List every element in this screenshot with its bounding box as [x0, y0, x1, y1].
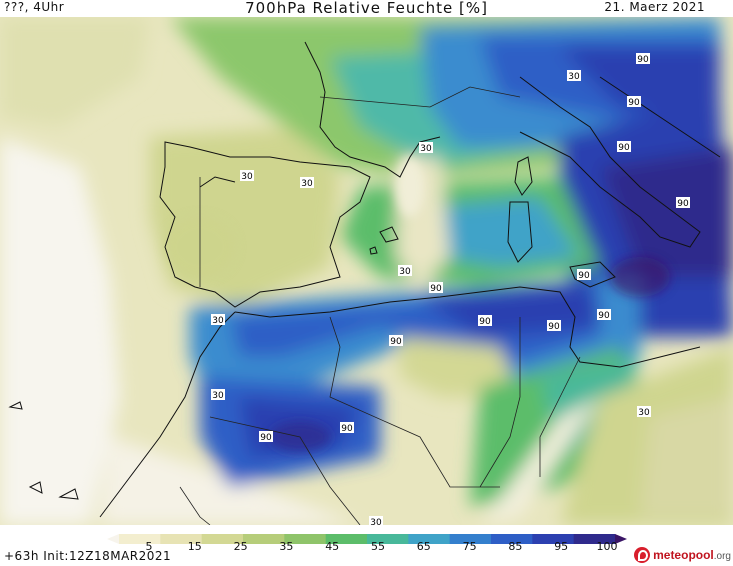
contour-label-90-adriatic: 90 — [617, 141, 631, 153]
contour-label-90-algeria-east: 90 — [547, 320, 561, 332]
contour-label-30-iberia-north: 30 — [240, 170, 254, 182]
scale-tick-label: 75 — [462, 540, 477, 553]
scale-tick-label: 55 — [371, 540, 385, 553]
color-scale-labels: 5 15 25 35 45 55 65 75 85 95 100 — [107, 540, 627, 554]
contour-label-90-algeria-north: 90 — [429, 282, 443, 294]
scale-tick-label: 95 — [554, 540, 569, 553]
scale-swatch — [243, 534, 285, 544]
svg-text:30: 30 — [241, 172, 253, 182]
svg-text:30: 30 — [212, 316, 224, 326]
contour-label-30-sahara: 30 — [369, 516, 383, 525]
logo-text: meteopool.org — [653, 548, 731, 562]
scale-tip-low — [107, 534, 119, 544]
scale-tick-label: 65 — [416, 540, 431, 553]
scale-tick-label: 85 — [508, 540, 523, 553]
svg-text:30: 30 — [370, 518, 382, 525]
contour-label-30-alps: 30 — [567, 70, 581, 82]
scale-swatch — [449, 534, 492, 544]
scale-tick-label: 15 — [187, 540, 202, 553]
scale-swatch — [573, 534, 616, 544]
svg-text:90: 90 — [628, 98, 640, 108]
contour-label-90-sahara-east: 90 — [340, 422, 354, 434]
svg-text:90: 90 — [598, 311, 610, 321]
svg-text:90: 90 — [341, 424, 353, 434]
svg-text:30: 30 — [399, 267, 411, 277]
map-title: 700hPa Relative Feuchte [%] — [245, 0, 488, 17]
scale-swatch — [491, 534, 533, 544]
scale-swatch — [532, 534, 575, 544]
contour-label-90-tunisia: 90 — [597, 309, 611, 321]
svg-text:90: 90 — [618, 143, 630, 153]
contour-label-90-sahara-west: 90 — [259, 431, 273, 443]
contour-label-90-algeria-west: 90 — [478, 315, 492, 327]
forecast-init-label: +63h Init:12Z18MAR2021 — [4, 549, 172, 563]
color-scale-bar — [107, 529, 627, 544]
scale-swatch — [160, 534, 203, 544]
contour-label-90-atlas: 90 — [389, 335, 403, 347]
contour-label-30-morocco: 30 — [211, 389, 225, 401]
header-left-label: ???, 4Uhr — [4, 0, 65, 14]
scale-tick-label: 25 — [233, 540, 248, 553]
contour-label-90-sicily: 90 — [577, 269, 591, 281]
humidity-map[interactable]: 30 30 30 30 30 30 30 30 30 90 90 90 90 9… — [0, 17, 733, 525]
scale-tick-label: 5 — [145, 540, 153, 553]
svg-text:90: 90 — [637, 55, 649, 65]
contour-label-30-libya: 30 — [637, 406, 651, 418]
scale-swatch — [325, 534, 368, 544]
borders — [179, 86, 581, 525]
svg-text:90: 90 — [260, 433, 272, 443]
scale-swatch — [408, 534, 451, 544]
scale-swatch — [367, 534, 409, 544]
scale-tip-high — [615, 534, 627, 544]
valid-date: 21. Maerz 2021 — [604, 0, 705, 14]
scale-swatch — [284, 534, 327, 544]
svg-text:90: 90 — [479, 317, 491, 327]
contour-label-90-ionian: 90 — [676, 197, 690, 209]
contour-label-30-gibraltar: 30 — [211, 314, 225, 326]
svg-text:30: 30 — [212, 391, 224, 401]
scale-swatch — [119, 534, 161, 544]
svg-text:30: 30 — [420, 144, 432, 154]
svg-text:90: 90 — [430, 284, 442, 294]
svg-text:30: 30 — [638, 408, 650, 418]
logo-pin-icon — [634, 547, 651, 563]
contour-label-30-balearic: 30 — [398, 265, 412, 277]
svg-text:90: 90 — [677, 199, 689, 209]
scale-tick-label: 100 — [596, 540, 618, 553]
scale-swatch — [201, 534, 244, 544]
contour-label-30-iberia-center: 30 — [300, 177, 314, 189]
contour-label-90-italy: 90 — [627, 96, 641, 108]
contour-labels: 30 30 30 30 30 30 30 30 30 90 90 90 90 9… — [211, 53, 690, 525]
contour-label-30-corsica: 30 — [419, 142, 433, 154]
contour-label-90-alps: 90 — [636, 53, 650, 65]
svg-text:90: 90 — [578, 271, 590, 281]
scale-tick-label: 35 — [279, 540, 294, 553]
meteopool-logo[interactable]: meteopool.org — [634, 545, 731, 565]
coastlines — [8, 41, 721, 518]
svg-text:90: 90 — [548, 322, 560, 332]
svg-text:30: 30 — [301, 179, 313, 189]
svg-text:90: 90 — [390, 337, 402, 347]
svg-text:30: 30 — [568, 72, 580, 82]
scale-tick-label: 45 — [325, 540, 340, 553]
humidity-field — [0, 17, 733, 525]
